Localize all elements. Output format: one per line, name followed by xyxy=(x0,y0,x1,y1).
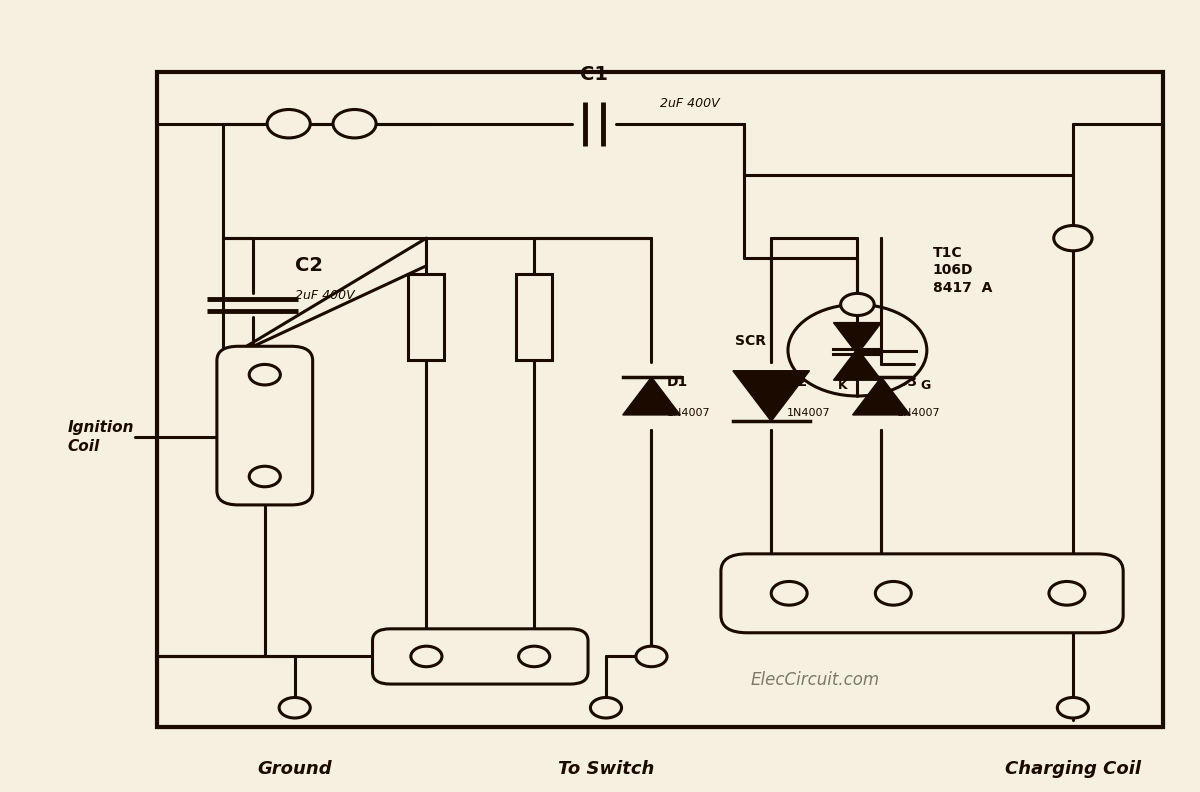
Text: 1N4007: 1N4007 xyxy=(896,409,941,418)
Circle shape xyxy=(788,304,926,396)
FancyBboxPatch shape xyxy=(372,629,588,684)
Text: C1: C1 xyxy=(580,65,608,84)
Text: R2: R2 xyxy=(521,290,544,305)
Text: C2: C2 xyxy=(295,257,323,276)
Circle shape xyxy=(280,698,311,718)
Text: 5.6 Ω: 5.6 Ω xyxy=(407,322,440,336)
Circle shape xyxy=(334,109,376,138)
Text: SCR: SCR xyxy=(736,333,767,348)
Circle shape xyxy=(518,646,550,667)
Text: D2: D2 xyxy=(787,375,808,389)
Text: 56 Ω: 56 Ω xyxy=(517,322,546,336)
Bar xyxy=(516,274,552,360)
Text: K: K xyxy=(839,379,848,392)
Text: 2uF 400V: 2uF 400V xyxy=(660,97,720,111)
Bar xyxy=(408,274,444,360)
Circle shape xyxy=(772,581,808,605)
Circle shape xyxy=(841,293,874,315)
Circle shape xyxy=(1054,226,1092,251)
Circle shape xyxy=(1049,581,1085,605)
Text: Ground: Ground xyxy=(257,760,332,778)
Circle shape xyxy=(410,646,442,667)
Text: ElecCircuit.com: ElecCircuit.com xyxy=(751,671,880,689)
Circle shape xyxy=(250,466,281,487)
Circle shape xyxy=(875,581,911,605)
Text: 1N4007: 1N4007 xyxy=(787,409,830,418)
Circle shape xyxy=(590,698,622,718)
Text: 2uF 400V: 2uF 400V xyxy=(295,289,354,303)
Text: To Switch: To Switch xyxy=(558,760,654,778)
Text: 1N4007: 1N4007 xyxy=(667,409,710,418)
Text: D3: D3 xyxy=(896,375,918,389)
Polygon shape xyxy=(733,371,810,421)
Text: G: G xyxy=(920,379,931,392)
Circle shape xyxy=(268,109,311,138)
FancyBboxPatch shape xyxy=(217,346,313,505)
Text: T1C
106D
8417  A: T1C 106D 8417 A xyxy=(932,246,992,295)
Text: Charging Coil: Charging Coil xyxy=(1004,760,1141,778)
Polygon shape xyxy=(834,322,881,354)
Circle shape xyxy=(1057,698,1088,718)
FancyBboxPatch shape xyxy=(721,554,1123,633)
Text: R1: R1 xyxy=(413,290,436,305)
Circle shape xyxy=(636,646,667,667)
Circle shape xyxy=(250,364,281,385)
Text: D1: D1 xyxy=(667,375,689,389)
Bar xyxy=(157,72,1163,728)
Polygon shape xyxy=(834,348,881,380)
Text: Ignition
Coil: Ignition Coil xyxy=(67,421,133,454)
Polygon shape xyxy=(623,377,680,415)
Polygon shape xyxy=(853,377,910,415)
